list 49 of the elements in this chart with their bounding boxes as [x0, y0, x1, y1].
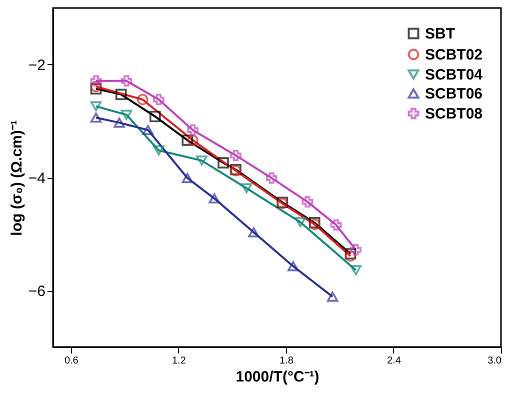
- point: [230, 150, 242, 162]
- point: [344, 248, 356, 260]
- y-tick-label: −6: [28, 283, 46, 300]
- point: [196, 156, 208, 166]
- x-tick-label: 0.6: [64, 356, 79, 366]
- legend-label: SBT: [425, 26, 455, 42]
- point: [120, 110, 132, 120]
- point: [344, 250, 356, 262]
- point: [218, 157, 229, 168]
- point: [182, 134, 194, 146]
- point: [90, 112, 102, 123]
- point: [187, 124, 198, 136]
- y-tick-label: −4: [28, 170, 46, 187]
- legend-label: SCBT04: [425, 66, 484, 84]
- point: [182, 173, 194, 184]
- point: [266, 172, 278, 184]
- point: [208, 193, 220, 204]
- point: [142, 125, 154, 136]
- point: [330, 219, 342, 231]
- legend-label: SCBT08: [425, 106, 483, 122]
- legend-label: SCBT06: [425, 86, 483, 102]
- point: [187, 134, 198, 146]
- point: [240, 183, 252, 194]
- x-tick-label: 1.2: [172, 356, 186, 366]
- x-tick-label: 2.4: [387, 356, 402, 366]
- legend-label: SCBT02: [425, 46, 483, 64]
- point: [153, 145, 164, 156]
- point: [153, 94, 164, 106]
- point: [115, 88, 127, 100]
- point: [350, 265, 362, 276]
- point: [350, 244, 362, 256]
- point: [90, 75, 102, 87]
- x-axis-title: 1000/T(°C⁻¹): [236, 368, 320, 386]
- point: [294, 217, 306, 228]
- point: [248, 227, 260, 238]
- point: [90, 80, 102, 92]
- point: [114, 118, 125, 128]
- point: [136, 94, 148, 106]
- point: [90, 83, 102, 94]
- y-tick-label: −2: [28, 57, 46, 74]
- x-tick-label: 3.0: [488, 356, 502, 366]
- point: [150, 110, 161, 122]
- y-axis-title: log (σ₀) (Ω.cm)⁻¹: [8, 120, 26, 236]
- x-tick-label: 1.8: [280, 356, 294, 366]
- point: [120, 75, 132, 87]
- point: [302, 196, 314, 208]
- point: [90, 101, 102, 112]
- point: [326, 292, 338, 302]
- point: [287, 261, 299, 272]
